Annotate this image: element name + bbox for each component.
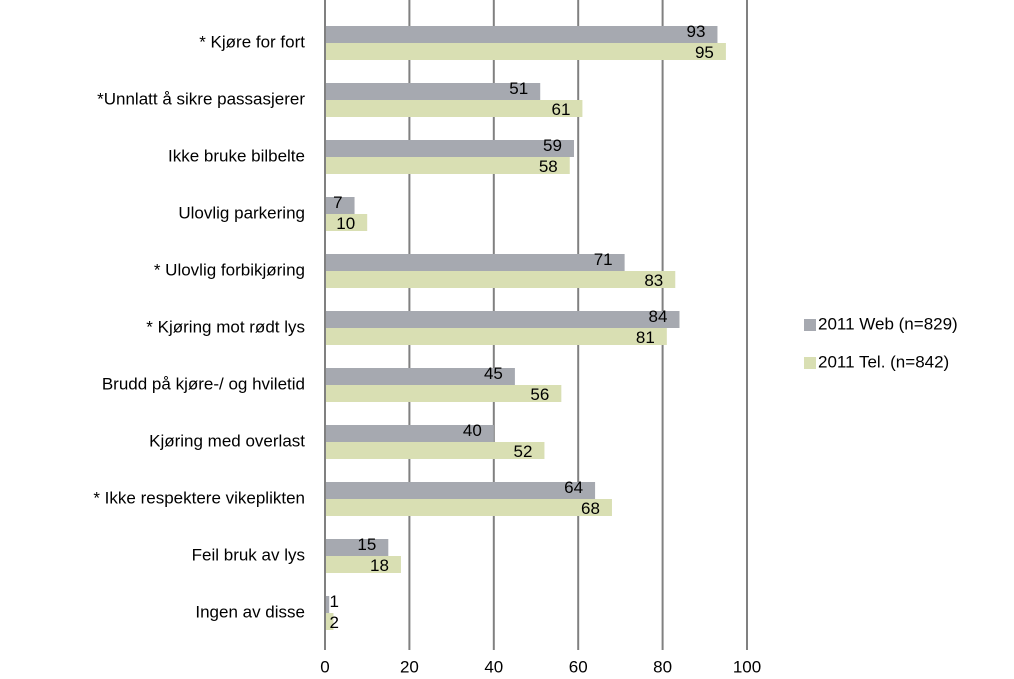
data-label: 68 [581,499,600,518]
bar [325,442,545,459]
data-label: 61 [551,100,570,119]
bar [325,425,494,442]
x-tick-label: 20 [400,657,419,676]
bar [325,311,680,328]
data-label: 81 [636,328,655,347]
x-tick-label: 60 [569,657,588,676]
bar [325,197,355,214]
category-label: * Ulovlig forbikjøring [154,260,305,279]
data-label: 15 [357,535,376,554]
legend-label: 2011 Web (n=829) [818,314,958,333]
bar [325,157,570,174]
x-tick-label: 80 [653,657,672,676]
bar [325,328,667,345]
category-label: Ingen av disse [195,602,305,621]
data-label: 71 [594,250,613,269]
bar [325,214,368,231]
data-label: 83 [644,271,663,290]
data-label: 1 [330,592,339,611]
x-tick-label: 100 [733,657,761,676]
data-label: 84 [649,307,668,326]
x-tick-label: 0 [320,657,329,676]
data-label: 59 [543,136,562,155]
category-label: * Ikke respektere vikeplikten [93,488,305,507]
bar [325,26,718,43]
data-label: 2 [330,613,339,632]
category-label: Kjøring med overlast [149,431,305,450]
bar [325,271,676,288]
legend-label: 2011 Tel. (n=842) [818,352,949,371]
category-label: * Kjøre for fort [199,32,305,51]
legend-swatch [804,357,816,369]
category-label: Brudd på kjøre-/ og hviletid [102,374,305,393]
bar [325,556,401,573]
category-label: Feil bruk av lys [192,545,305,564]
bar [325,499,612,516]
data-label: 58 [539,157,558,176]
bar [325,254,625,271]
bar [325,83,541,100]
data-label: 64 [564,478,583,497]
data-label: 56 [530,385,549,404]
data-label: 52 [514,442,533,461]
bar [325,539,389,556]
category-label: * Kjøring mot rødt lys [146,317,305,336]
data-label: 40 [463,421,482,440]
bar [325,43,726,60]
bar [325,385,562,402]
data-label: 93 [687,22,706,41]
bar [325,482,596,499]
data-label: 45 [484,364,503,383]
data-label: 18 [370,556,389,575]
category-label: Ulovlig parkering [178,203,305,222]
data-label: 10 [336,214,355,233]
bar [325,368,515,385]
data-label: 7 [333,193,342,212]
data-label: 95 [695,43,714,62]
category-label: *Unnlatt å sikre passasjerer [97,89,305,108]
bar [325,613,334,630]
bar [325,596,330,613]
category-label: Ikke bruke bilbelte [168,146,305,165]
x-tick-label: 40 [484,657,503,676]
bar [325,100,583,117]
bar [325,140,574,157]
legend-swatch [804,319,816,331]
data-label: 51 [509,79,528,98]
